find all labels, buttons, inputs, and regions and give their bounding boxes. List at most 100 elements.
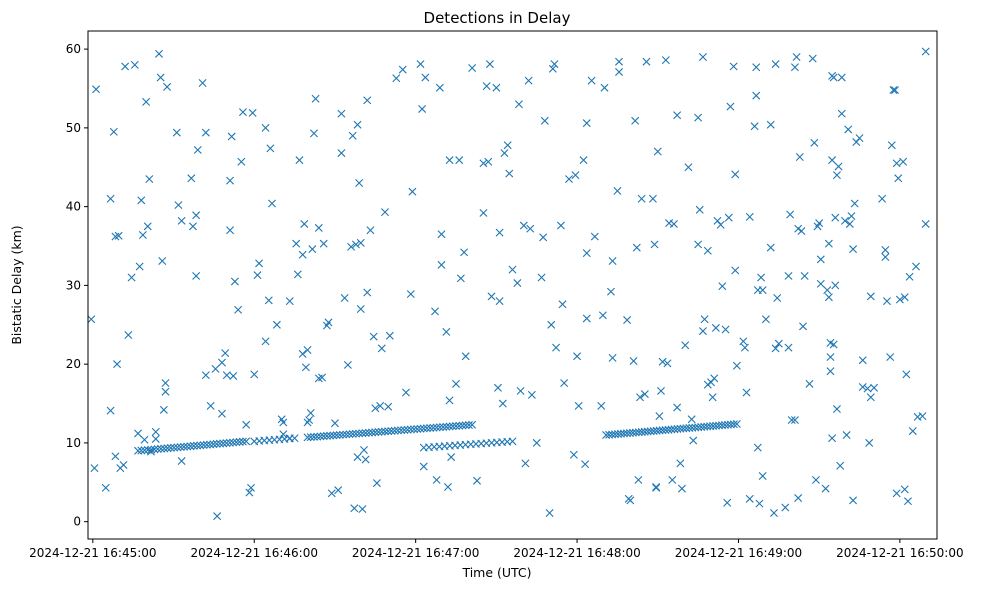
data-point <box>298 250 307 259</box>
data-point <box>348 429 357 438</box>
data-point <box>445 422 454 431</box>
data-point <box>301 363 310 372</box>
x-tick-label: 2024-12-21 16:50:00 <box>836 546 963 560</box>
data-point <box>505 169 514 178</box>
data-point <box>558 300 567 309</box>
data-point <box>229 438 238 447</box>
data-point <box>431 307 440 316</box>
data-point <box>309 432 318 441</box>
data-point <box>222 371 231 380</box>
data-point <box>642 57 651 66</box>
data-point <box>750 122 759 131</box>
data-point <box>677 484 686 493</box>
data-point <box>468 420 477 429</box>
data-point <box>350 504 359 513</box>
data-point <box>335 430 344 439</box>
data-point <box>524 76 533 85</box>
data-point <box>921 47 930 56</box>
data-point <box>145 175 154 184</box>
data-point <box>831 213 840 222</box>
data-point <box>484 157 493 166</box>
data-point <box>163 444 172 453</box>
data-point <box>485 60 494 69</box>
data-point <box>455 421 464 430</box>
data-point <box>272 320 281 329</box>
data-point <box>366 226 375 235</box>
data-point <box>900 485 909 494</box>
data-point <box>565 175 573 184</box>
y-tick-label: 60 <box>66 42 81 56</box>
data-point <box>309 129 318 138</box>
data-point <box>340 294 349 302</box>
data-point <box>800 271 809 280</box>
data-point <box>892 159 901 168</box>
data-point <box>912 262 921 271</box>
data-point <box>608 256 617 265</box>
data-point <box>513 279 522 288</box>
data-point <box>238 437 247 446</box>
data-point <box>245 488 254 497</box>
data-point <box>147 445 156 454</box>
data-point <box>160 444 169 453</box>
data-point <box>676 459 685 468</box>
data-point <box>134 429 143 438</box>
data-point <box>369 332 378 341</box>
data-point <box>590 232 599 241</box>
data-point <box>166 443 175 452</box>
data-point <box>217 358 226 367</box>
data-point <box>849 245 858 254</box>
data-point <box>138 230 147 239</box>
data-point <box>358 429 367 438</box>
data-point <box>774 339 783 348</box>
data-point <box>384 427 393 436</box>
data-point <box>189 441 198 450</box>
data-point <box>711 323 720 332</box>
data-point <box>527 390 536 399</box>
data-point <box>279 430 288 439</box>
data-point <box>318 373 327 382</box>
data-point <box>829 73 838 82</box>
data-point <box>615 57 624 66</box>
y-tick-label: 50 <box>66 121 81 135</box>
data-point <box>127 273 136 282</box>
data-point <box>816 279 825 288</box>
data-point <box>837 73 846 82</box>
data-point <box>636 393 644 402</box>
data-point <box>786 210 795 219</box>
data-point <box>376 401 385 410</box>
data-point <box>894 174 903 183</box>
data-point <box>137 446 146 455</box>
data-point <box>831 281 840 290</box>
data-point <box>498 399 507 408</box>
data-point <box>579 156 588 165</box>
data-point <box>353 120 362 129</box>
data-point <box>537 273 546 282</box>
data-point <box>758 472 767 480</box>
data-point <box>834 162 843 171</box>
data-point <box>886 353 895 362</box>
data-point <box>757 273 766 282</box>
data-point <box>319 239 328 248</box>
data-point <box>303 433 312 442</box>
data-point <box>694 113 703 122</box>
data-point <box>574 401 583 410</box>
data-point <box>847 212 856 221</box>
data-point <box>669 219 678 228</box>
data-point <box>222 439 231 448</box>
data-point <box>582 119 591 128</box>
data-point <box>519 221 528 230</box>
data-point <box>742 388 751 397</box>
data-point <box>113 360 122 369</box>
data-point <box>461 352 470 361</box>
data-point <box>292 239 301 248</box>
data-point <box>355 179 364 187</box>
data-point <box>255 259 264 268</box>
data-point <box>392 74 401 83</box>
data-point <box>799 322 808 331</box>
data-point <box>316 432 325 441</box>
data-point <box>324 318 333 327</box>
data-point <box>560 379 569 388</box>
data-point <box>698 53 707 61</box>
data-point <box>371 404 380 413</box>
data-point <box>230 277 239 286</box>
